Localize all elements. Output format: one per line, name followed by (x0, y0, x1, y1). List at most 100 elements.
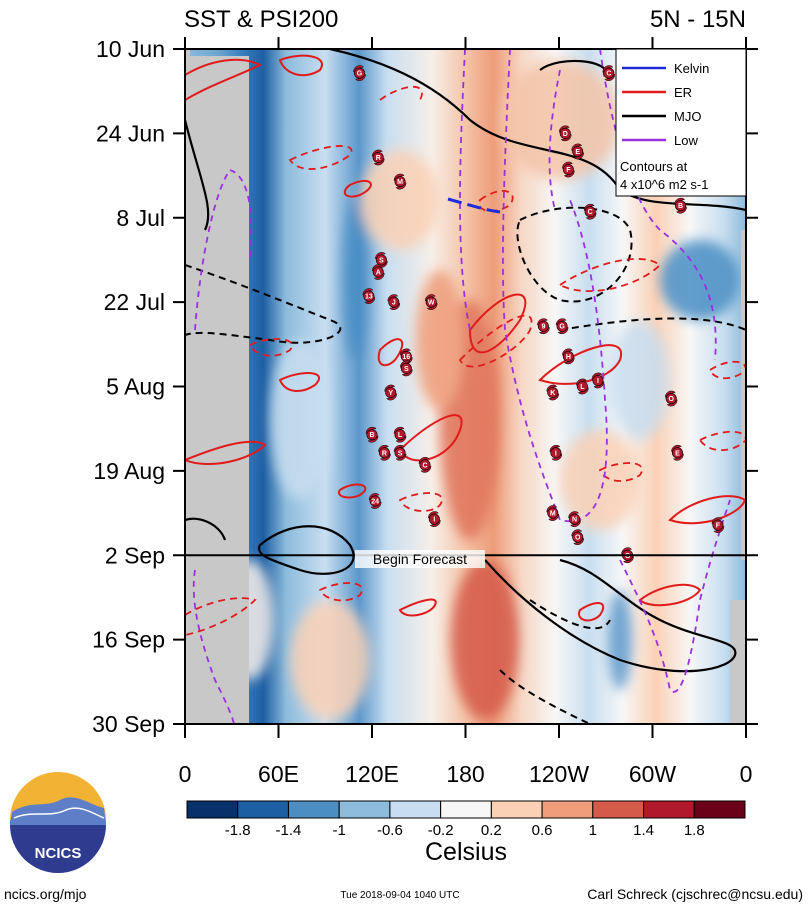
storm-label: S (379, 257, 384, 264)
legend-contour-note-2: 4 x10^6 m2 s-1 (620, 177, 708, 192)
storm-marker: S (393, 444, 407, 461)
storm-label: R (376, 155, 381, 162)
storm-marker: D (558, 125, 572, 142)
storm-marker: B (674, 197, 687, 214)
colorbar-bin (237, 800, 289, 819)
legend-label-mjo: MJO (674, 109, 701, 124)
y-tick-label: 22 Jul (104, 289, 165, 315)
storm-label: M (397, 179, 403, 186)
storm-marker: O (571, 529, 584, 546)
storm-marker: W (424, 294, 438, 310)
storm-label: E (575, 149, 580, 156)
storm-marker: F (562, 161, 575, 178)
storm-label: I (597, 378, 599, 385)
storm-label: 16 (402, 354, 410, 361)
storm-label: 13 (365, 294, 373, 301)
storm-label: K (550, 390, 555, 397)
logo-text: NCICS (35, 845, 82, 862)
forecast-label: Begin Forecast (373, 551, 467, 567)
storm-marker: C (602, 65, 616, 81)
storm-marker: K (546, 384, 560, 401)
colorbar-tick-label: 1.4 (633, 822, 654, 839)
storm-marker: Y (384, 384, 397, 401)
y-tick-label: 24 Jun (96, 120, 165, 146)
storm-label: L (398, 432, 403, 439)
colorbar-label: Celsius (425, 838, 507, 866)
storm-marker: E (671, 444, 684, 461)
storm-marker: G (555, 318, 569, 335)
storm-marker: I (549, 444, 563, 461)
storm-marker: 13 (362, 288, 376, 304)
x-tick-label: 0 (179, 761, 192, 787)
storm-marker: O (664, 390, 678, 407)
storm-marker: A (371, 264, 385, 280)
storm-marker: J (387, 294, 401, 310)
storm-label: R (382, 450, 387, 457)
storm-label: A (376, 269, 381, 276)
storm-marker: S (400, 360, 413, 377)
colorbar-tick-label: 0.2 (481, 822, 502, 839)
y-tick-label: 30 Sep (92, 711, 165, 737)
colorbar-bin (338, 800, 391, 819)
storm-marker: B (365, 426, 379, 443)
storm-marker: E (571, 143, 584, 160)
storm-marker: M (546, 505, 560, 521)
y-tick-label: 19 Aug (93, 458, 165, 484)
x-tick-label: 60W (629, 761, 677, 787)
x-axis: 0 60E 120E 180 120W 60W 0 (179, 37, 753, 787)
storm-marker: L (576, 378, 589, 395)
y-tick-label: 2 Sep (105, 542, 165, 568)
storm-marker: F (711, 517, 725, 533)
legend-label-er: ER (674, 85, 692, 100)
colorbar: -1.8 -1.4 -1 -0.6 -0.2 0.2 0.6 1 1.4 1.8 (186, 800, 746, 839)
x-tick-label: 180 (446, 761, 484, 787)
ncics-logo: NCICS (10, 772, 106, 873)
y-tick-label: 8 Jul (116, 205, 165, 231)
storm-marker: 9 (537, 318, 550, 335)
legend: Kelvin ER MJO Low Contours at 4 x10^6 m2 s-… (615, 48, 747, 197)
x-tick-label: 0 (740, 761, 753, 787)
storm-label: 9 (541, 324, 545, 331)
colorbar-tick-label: -1.8 (225, 822, 251, 839)
legend-contour-note-1: Contours at (620, 159, 688, 174)
colorbar-tick-label: -0.6 (377, 822, 403, 839)
colorbar-bin (287, 800, 340, 819)
storm-label: D (563, 131, 568, 138)
storm-label: O (668, 396, 674, 403)
storm-marker: C (583, 203, 597, 220)
colorbar-bin (440, 800, 492, 819)
storm-label: F (566, 167, 571, 174)
storm-marker: G (353, 65, 366, 81)
storm-label: 24 (371, 499, 379, 506)
colorbar-bin (186, 800, 239, 819)
chart-title-left: SST & PSI200 (184, 6, 338, 33)
y-tick-label: 16 Sep (92, 627, 165, 653)
colorbar-bin (643, 800, 695, 819)
legend-label-kelvin: Kelvin (674, 61, 709, 76)
storm-marker: I (428, 511, 441, 527)
storm-label: N (572, 517, 577, 524)
colorbar-bin (693, 800, 746, 819)
storm-label: H (566, 354, 571, 361)
storm-marker: N (568, 511, 581, 527)
colorbar-tick-label: 1 (589, 822, 597, 839)
x-tick-label: 120W (529, 761, 589, 787)
colorbar-tick-label: -1.4 (276, 822, 302, 839)
colorbar-bin (389, 800, 442, 819)
storm-marker: 24 (368, 493, 382, 509)
storm-marker: R (371, 149, 385, 166)
storm-marker: R (378, 444, 391, 461)
storm-label: B (369, 432, 374, 439)
y-axis: 10 Jun 24 Jun 8 Jul 22 Jul 5 Aug 19 Aug 2 Sep 1… (92, 36, 758, 737)
colorbar-tick-label: 0.6 (532, 822, 553, 839)
storm-label: S (398, 450, 403, 457)
storm-label: W (428, 300, 435, 307)
storm-label: G (357, 71, 363, 78)
storm-label: B (678, 203, 683, 210)
colorbar-bin (592, 800, 645, 819)
storm-label: C (588, 209, 593, 216)
y-tick-label: 10 Jun (96, 36, 165, 62)
legend-label-low: Low (674, 133, 698, 148)
storm-marker: L (393, 426, 407, 443)
